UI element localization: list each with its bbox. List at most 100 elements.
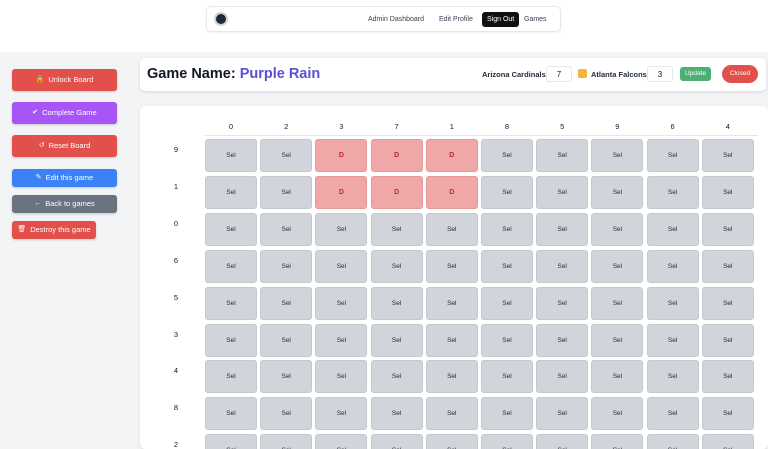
square-select[interactable]: Sel bbox=[646, 286, 699, 320]
square-select[interactable]: Sel bbox=[481, 139, 533, 172]
square-select[interactable]: Sel bbox=[425, 323, 478, 357]
square-select[interactable]: Sel bbox=[481, 175, 533, 209]
square-select[interactable]: Sel bbox=[315, 434, 368, 449]
square-select[interactable]: Sel bbox=[205, 360, 257, 394]
complete-game-button[interactable]: ✔ Complete Game bbox=[12, 102, 117, 124]
square-select[interactable]: Sel bbox=[315, 286, 368, 320]
square-select[interactable]: Sel bbox=[591, 360, 644, 394]
square-select[interactable]: Sel bbox=[481, 434, 533, 449]
square-select[interactable]: Sel bbox=[425, 286, 478, 320]
square-select[interactable]: Sel bbox=[591, 175, 644, 209]
square-select[interactable]: Sel bbox=[205, 249, 257, 283]
team2-score-input[interactable] bbox=[647, 66, 673, 82]
back-to-games-button[interactable]: ← Back to games bbox=[12, 195, 117, 213]
square-select[interactable]: Sel bbox=[591, 249, 644, 283]
square-select[interactable]: Sel bbox=[425, 397, 478, 431]
square-select[interactable]: Sel bbox=[205, 397, 257, 431]
square-select[interactable]: Sel bbox=[591, 397, 644, 431]
square-select[interactable]: Sel bbox=[701, 249, 754, 283]
update-score-button[interactable]: Update bbox=[680, 67, 711, 81]
square-select[interactable]: Sel bbox=[260, 323, 313, 357]
square-select[interactable]: Sel bbox=[701, 139, 754, 172]
square-select[interactable]: Sel bbox=[370, 286, 423, 320]
square-select[interactable]: Sel bbox=[425, 249, 478, 283]
square-select[interactable]: Sel bbox=[701, 397, 754, 431]
square-select[interactable]: Sel bbox=[646, 175, 699, 209]
nav-admin-dashboard[interactable]: Admin Dashboard bbox=[368, 16, 425, 23]
square-select[interactable]: Sel bbox=[260, 175, 313, 209]
square-select[interactable]: Sel bbox=[536, 139, 589, 172]
square-select[interactable]: Sel bbox=[370, 397, 423, 431]
square-select[interactable]: Sel bbox=[260, 139, 313, 172]
square-select[interactable]: Sel bbox=[646, 323, 699, 357]
square-select[interactable]: Sel bbox=[536, 360, 589, 394]
square-select[interactable]: Sel bbox=[646, 360, 699, 394]
square-taken[interactable]: D bbox=[370, 139, 423, 172]
square-select[interactable]: Sel bbox=[646, 212, 699, 246]
square-select[interactable]: Sel bbox=[481, 360, 533, 394]
square-select[interactable]: Sel bbox=[646, 434, 699, 449]
square-select[interactable]: Sel bbox=[315, 397, 368, 431]
square-select[interactable]: Sel bbox=[701, 360, 754, 394]
square-select[interactable]: Sel bbox=[315, 323, 368, 357]
square-select[interactable]: Sel bbox=[315, 360, 368, 394]
unlock-board-button[interactable]: 🔒 Unlock Board bbox=[12, 69, 117, 91]
square-select[interactable]: Sel bbox=[370, 249, 423, 283]
square-taken[interactable]: D bbox=[425, 175, 478, 209]
square-select[interactable]: Sel bbox=[646, 397, 699, 431]
square-select[interactable]: Sel bbox=[536, 323, 589, 357]
destroy-game-button[interactable]: 🗑 Destroy this game bbox=[12, 221, 96, 239]
square-select[interactable]: Sel bbox=[481, 286, 533, 320]
square-taken[interactable]: D bbox=[425, 139, 478, 172]
square-select[interactable]: Sel bbox=[425, 212, 478, 246]
square-select[interactable]: Sel bbox=[701, 286, 754, 320]
square-select[interactable]: Sel bbox=[315, 249, 368, 283]
square-select[interactable]: Sel bbox=[205, 286, 257, 320]
square-select[interactable]: Sel bbox=[591, 286, 644, 320]
square-taken[interactable]: D bbox=[315, 175, 368, 209]
square-select[interactable]: Sel bbox=[481, 323, 533, 357]
square-select[interactable]: Sel bbox=[260, 397, 313, 431]
square-select[interactable]: Sel bbox=[205, 323, 257, 357]
square-select[interactable]: Sel bbox=[536, 249, 589, 283]
square-select[interactable]: Sel bbox=[701, 212, 754, 246]
edit-game-button[interactable]: ✎ Edit this game bbox=[12, 169, 117, 187]
square-select[interactable]: Sel bbox=[205, 139, 257, 172]
square-select[interactable]: Sel bbox=[536, 286, 589, 320]
square-select[interactable]: Sel bbox=[591, 323, 644, 357]
square-select[interactable]: Sel bbox=[481, 212, 533, 246]
square-select[interactable]: Sel bbox=[591, 212, 644, 246]
square-select[interactable]: Sel bbox=[536, 175, 589, 209]
square-select[interactable]: Sel bbox=[646, 249, 699, 283]
square-select[interactable]: Sel bbox=[260, 360, 313, 394]
square-select[interactable]: Sel bbox=[370, 323, 423, 357]
logo-icon[interactable] bbox=[216, 14, 226, 24]
square-select[interactable]: Sel bbox=[370, 434, 423, 449]
square-select[interactable]: Sel bbox=[536, 212, 589, 246]
nav-games[interactable]: Games bbox=[524, 16, 547, 23]
square-select[interactable]: Sel bbox=[205, 175, 257, 209]
square-select[interactable]: Sel bbox=[425, 434, 478, 449]
square-select[interactable]: Sel bbox=[370, 212, 423, 246]
square-select[interactable]: Sel bbox=[205, 434, 257, 449]
square-select[interactable]: Sel bbox=[646, 139, 699, 172]
square-select[interactable]: Sel bbox=[315, 212, 368, 246]
square-select[interactable]: Sel bbox=[591, 139, 644, 172]
square-taken[interactable]: D bbox=[315, 139, 368, 172]
square-select[interactable]: Sel bbox=[260, 286, 313, 320]
square-select[interactable]: Sel bbox=[536, 397, 589, 431]
square-select[interactable]: Sel bbox=[536, 434, 589, 449]
square-select[interactable]: Sel bbox=[701, 175, 754, 209]
square-select[interactable]: Sel bbox=[260, 434, 313, 449]
team1-score-input[interactable] bbox=[546, 66, 572, 82]
square-select[interactable]: Sel bbox=[481, 397, 533, 431]
square-taken[interactable]: D bbox=[370, 175, 423, 209]
square-select[interactable]: Sel bbox=[591, 434, 644, 449]
square-select[interactable]: Sel bbox=[370, 360, 423, 394]
reset-board-button[interactable]: ↺ Reset Board bbox=[12, 135, 117, 157]
square-select[interactable]: Sel bbox=[260, 249, 313, 283]
square-select[interactable]: Sel bbox=[701, 323, 754, 357]
square-select[interactable]: Sel bbox=[481, 249, 533, 283]
square-select[interactable]: Sel bbox=[425, 360, 478, 394]
nav-sign-out[interactable]: Sign Out bbox=[482, 12, 520, 27]
